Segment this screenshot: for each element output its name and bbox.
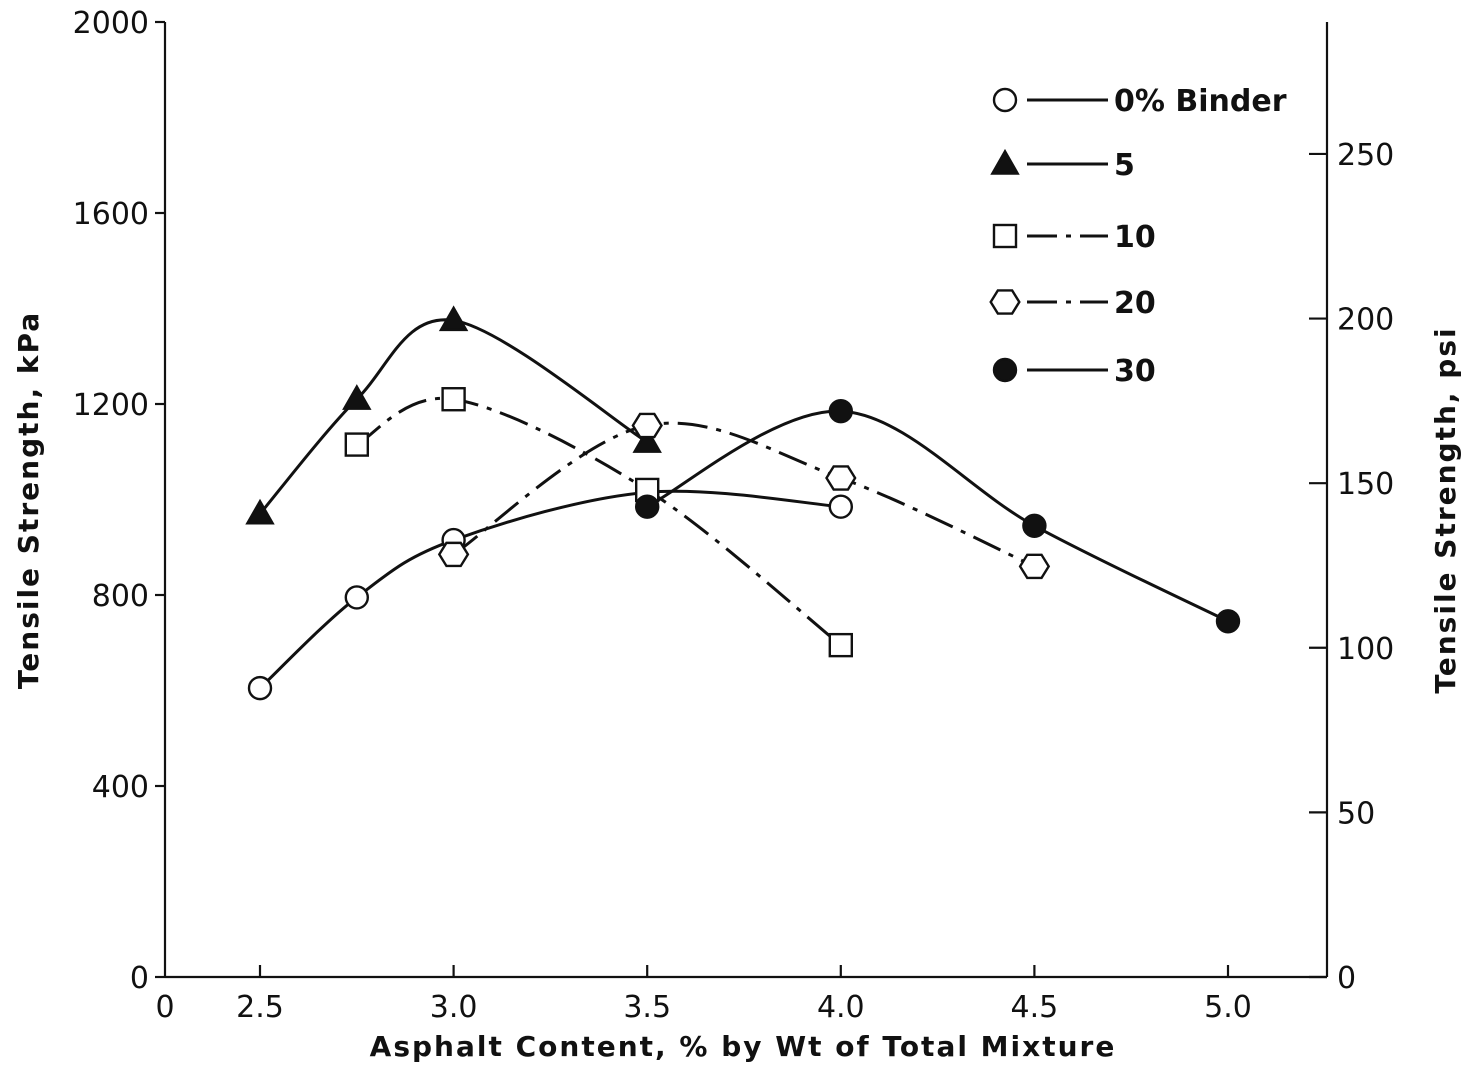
legend-label: 5	[1114, 148, 1135, 183]
legend-label: 0% Binder	[1114, 84, 1287, 119]
series-line-4	[646, 409, 1229, 623]
x-tick-label: 3.0	[430, 990, 478, 1025]
x-axis-label: Asphalt Content, % by Wt of Total Mixtur…	[370, 1030, 1117, 1063]
y-right-axis-label: Tensile Strength, psi	[1429, 326, 1462, 693]
y-tick-label: 0	[130, 961, 149, 996]
series-line-2	[356, 396, 842, 647]
legend-label: 10	[1114, 220, 1156, 255]
data-point-series-1	[438, 305, 469, 332]
data-point-series-0	[344, 585, 369, 610]
series-markers	[245, 305, 1241, 701]
y-axis-label: Tensile Strength, kPa	[12, 311, 45, 689]
legend-marker	[992, 357, 1018, 383]
y-right-tick-label: 50	[1337, 796, 1375, 831]
data-point-series-1	[342, 384, 372, 410]
data-point-series-1	[245, 498, 275, 525]
y-right-tick-label: 100	[1337, 632, 1394, 667]
x-tick-label: 0	[155, 990, 174, 1025]
data-point-series-4	[635, 494, 660, 519]
x-tick-label: 4.0	[817, 990, 865, 1025]
legend-marker	[990, 148, 1020, 175]
series-curves	[258, 318, 1229, 690]
legend-label: 20	[1114, 286, 1156, 321]
data-point-series-0	[247, 675, 273, 701]
y-tick-label: 400	[92, 770, 149, 805]
legend-marker	[992, 223, 1018, 249]
axes: 0 400 800 1200 1600 2000 0 50 100 150 200 250 0 2.5 3.…	[73, 6, 1395, 1025]
data-point-series-4	[828, 398, 853, 424]
series-line-1	[258, 318, 648, 515]
y-tick-label: 800	[92, 579, 149, 614]
data-point-series-3	[1018, 553, 1051, 580]
series-line-0	[258, 489, 841, 690]
legend-marker	[992, 87, 1018, 113]
legend-marker	[989, 289, 1021, 315]
series-line-3	[452, 421, 1036, 568]
legend: 0% Binder 5 10 20 30	[989, 84, 1287, 389]
x-tick-label: 5.0	[1204, 990, 1252, 1025]
data-point-series-4	[1022, 513, 1047, 538]
y-right-tick-label: 0	[1337, 961, 1356, 996]
y-right-tick-label: 150	[1337, 467, 1394, 502]
data-point-series-2	[344, 432, 369, 457]
x-tick-label: 2.5	[236, 990, 284, 1025]
x-tick-label: 3.5	[623, 990, 671, 1025]
data-point-series-0	[828, 494, 853, 519]
y-right-tick-label: 250	[1337, 138, 1394, 173]
data-point-series-1	[632, 427, 662, 453]
x-tick-label: 4.5	[1011, 990, 1059, 1025]
data-point-series-3	[825, 465, 857, 491]
y-right-tick-label: 200	[1337, 303, 1394, 338]
data-point-series-2	[828, 632, 853, 658]
data-point-series-3	[631, 412, 663, 439]
y-tick-label: 1600	[73, 197, 149, 232]
data-point-series-2	[441, 387, 466, 412]
legend-label: 30	[1114, 354, 1156, 389]
data-point-series-3	[437, 541, 470, 568]
data-point-series-4	[1215, 609, 1241, 634]
y-tick-label: 2000	[73, 6, 149, 41]
y-tick-label: 1200	[73, 388, 149, 423]
